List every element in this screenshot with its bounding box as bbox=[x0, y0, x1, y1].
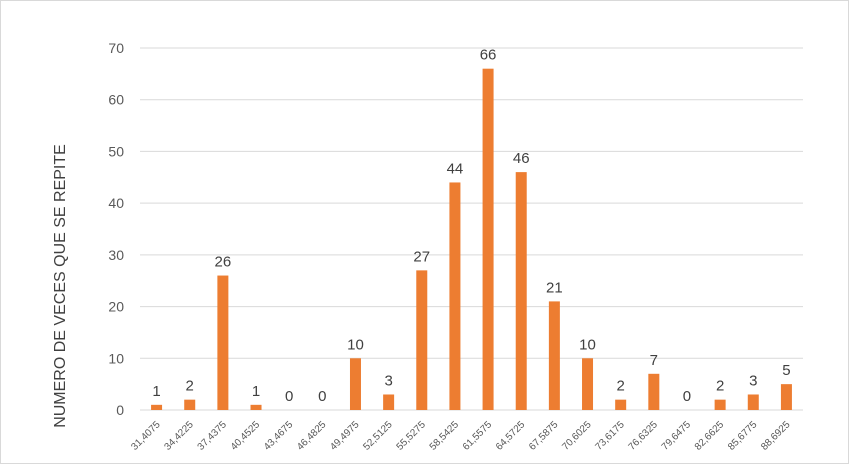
bar bbox=[582, 358, 594, 410]
data-label: 0 bbox=[683, 388, 691, 405]
x-tick-label: 52,5125 bbox=[361, 419, 395, 453]
bar bbox=[184, 399, 196, 410]
x-tick-label: 40,4525 bbox=[229, 419, 263, 453]
x-tick-label: 67,5875 bbox=[527, 419, 561, 453]
data-label: 2 bbox=[186, 378, 194, 395]
x-tick-label: 85,6775 bbox=[726, 419, 760, 453]
x-tick-label: 31,4075 bbox=[129, 419, 163, 453]
x-tick-label: 49,4975 bbox=[328, 419, 362, 453]
x-tick-label: 58,5425 bbox=[428, 419, 462, 453]
x-tick-label: 55,5275 bbox=[395, 419, 429, 453]
data-label: 21 bbox=[546, 279, 563, 296]
y-tick-label: 50 bbox=[108, 143, 124, 159]
bar bbox=[449, 182, 461, 410]
data-label: 0 bbox=[285, 388, 293, 405]
gridlines bbox=[140, 47, 803, 411]
data-label: 3 bbox=[749, 372, 757, 389]
x-tick-label: 37,4375 bbox=[196, 419, 230, 453]
bars bbox=[151, 68, 792, 410]
bar bbox=[217, 275, 229, 410]
x-tick-label: 76,6325 bbox=[627, 419, 661, 453]
y-tick-label: 30 bbox=[108, 247, 124, 263]
x-tick-label: 79,6475 bbox=[660, 419, 694, 453]
bar bbox=[714, 399, 726, 410]
data-label: 26 bbox=[215, 254, 232, 271]
bar bbox=[747, 394, 759, 410]
y-tick-label: 10 bbox=[108, 350, 124, 366]
x-tick-label: 64,5725 bbox=[494, 419, 528, 453]
x-tick-label: 70,6025 bbox=[560, 419, 594, 453]
data-label: 3 bbox=[384, 372, 392, 389]
x-axis-ticks: 31,4075 34,4225 37,4375 40,4525 43,4675 46,48… bbox=[129, 419, 792, 453]
y-axis-ticks: 0 10 20 30 40 50 60 70 bbox=[108, 40, 124, 418]
y-tick-label: 60 bbox=[108, 92, 124, 108]
bar bbox=[780, 384, 792, 410]
y-tick-label: 70 bbox=[108, 40, 124, 56]
data-label: 27 bbox=[413, 248, 430, 265]
data-label: 44 bbox=[447, 160, 464, 177]
x-tick-label: 43,4675 bbox=[262, 419, 296, 453]
x-tick-label: 82,6625 bbox=[693, 419, 727, 453]
y-axis-title: NUMERO DE VECES QUE SE REPITE bbox=[52, 144, 69, 428]
y-tick-label: 40 bbox=[108, 195, 124, 211]
bar bbox=[615, 399, 627, 410]
x-tick-label: 46,4825 bbox=[295, 419, 329, 453]
data-label: 2 bbox=[617, 378, 625, 395]
data-label: 10 bbox=[347, 336, 364, 353]
x-tick-label: 73,6175 bbox=[593, 419, 627, 453]
data-label: 66 bbox=[480, 47, 497, 64]
bar bbox=[349, 358, 361, 410]
data-label: 7 bbox=[650, 352, 658, 369]
data-label: 2 bbox=[716, 378, 724, 395]
y-tick-label: 0 bbox=[116, 402, 124, 418]
bar bbox=[548, 301, 560, 410]
data-label: 1 bbox=[252, 383, 260, 400]
bar bbox=[482, 68, 494, 410]
bar bbox=[648, 373, 660, 410]
x-tick-label: 88,6925 bbox=[759, 419, 793, 453]
y-tick-label: 20 bbox=[108, 299, 124, 315]
x-tick-label: 61,5575 bbox=[461, 419, 495, 453]
bar bbox=[416, 270, 428, 410]
data-label: 10 bbox=[579, 336, 596, 353]
x-tick-label: 34,4225 bbox=[163, 419, 197, 453]
bar bbox=[383, 394, 395, 410]
data-label: 1 bbox=[152, 383, 160, 400]
bar bbox=[515, 172, 527, 410]
bar bbox=[151, 404, 163, 410]
data-label: 5 bbox=[782, 362, 790, 379]
data-label: 46 bbox=[513, 150, 530, 167]
data-label: 0 bbox=[318, 388, 326, 405]
bar bbox=[250, 404, 262, 410]
